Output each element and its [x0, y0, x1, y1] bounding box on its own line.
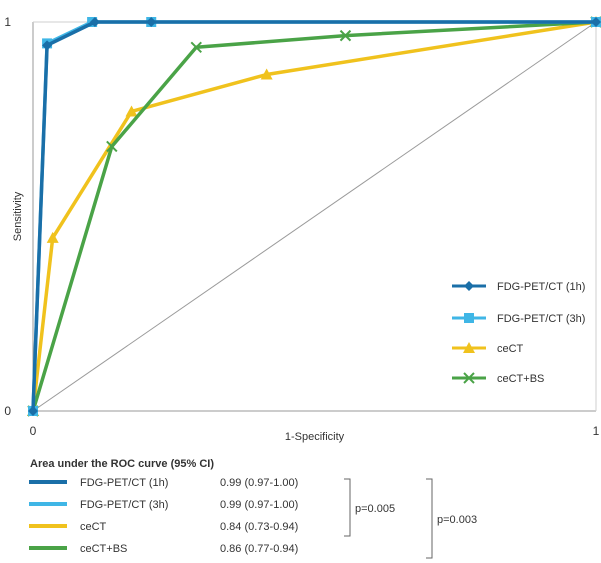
- y-tick-label: 1: [4, 15, 11, 29]
- table-row-name: FDG-PET/CT (3h): [80, 499, 168, 511]
- auc-table: Area under the ROC curve (95% CI) FDG-PET…: [29, 458, 477, 559]
- data-point: [28, 406, 38, 416]
- legend-label: ceCT: [497, 343, 524, 355]
- legend-label: FDG-PET/CT (3h): [497, 313, 585, 325]
- data-point: [339, 29, 352, 42]
- data-point: [146, 17, 157, 27]
- data-point: [190, 41, 202, 53]
- p-bracket-inner: [344, 478, 351, 537]
- data-point: [46, 231, 59, 243]
- x-axis-label: 1-Specificity: [285, 431, 345, 443]
- data-point: [591, 17, 601, 27]
- table-row-value: 0.84 (0.73-0.94): [220, 521, 298, 533]
- data-point: [260, 68, 273, 80]
- x-tick-label: 1: [593, 424, 600, 438]
- legend-swatch-marker: [463, 342, 475, 353]
- data-point: [125, 105, 138, 117]
- p-value-label: p=0.003: [437, 514, 477, 526]
- legend-swatch-marker: [464, 313, 474, 323]
- p-bracket-outer: [426, 478, 433, 559]
- data-point: [106, 140, 118, 153]
- table-row-name: FDG-PET/CT (1h): [80, 477, 168, 489]
- legend-label: FDG-PET/CT (1h): [497, 281, 585, 293]
- table-row-value: 0.99 (0.97-1.00): [220, 499, 298, 511]
- y-axis-label: Sensitivity: [12, 191, 24, 241]
- table-row-name: ceCT: [80, 521, 107, 533]
- table-title: Area under the ROC curve (95% CI): [30, 458, 214, 470]
- table-row-value: 0.86 (0.77-0.94): [220, 543, 298, 555]
- p-value-label: p=0.005: [355, 503, 395, 515]
- data-point: [42, 40, 53, 51]
- data-point: [89, 17, 100, 27]
- table-row-name: ceCT+BS: [80, 543, 127, 555]
- diagonal-reference-line: [32, 21, 597, 412]
- legend-label: ceCT+BS: [497, 373, 544, 385]
- legend-swatch-marker: [463, 372, 475, 384]
- legend: FDG-PET/CT (1h) FDG-PET/CT (3h) ceCT ceCT+B…: [452, 281, 585, 385]
- table-row-value: 0.99 (0.97-1.00): [220, 477, 298, 489]
- y-tick-label: 0: [4, 404, 11, 418]
- legend-swatch-marker: [464, 281, 474, 291]
- plot-area: 0 1 0 1 1-Specificity Sensitivity: [4, 15, 601, 443]
- x-tick-label: 0: [30, 424, 37, 438]
